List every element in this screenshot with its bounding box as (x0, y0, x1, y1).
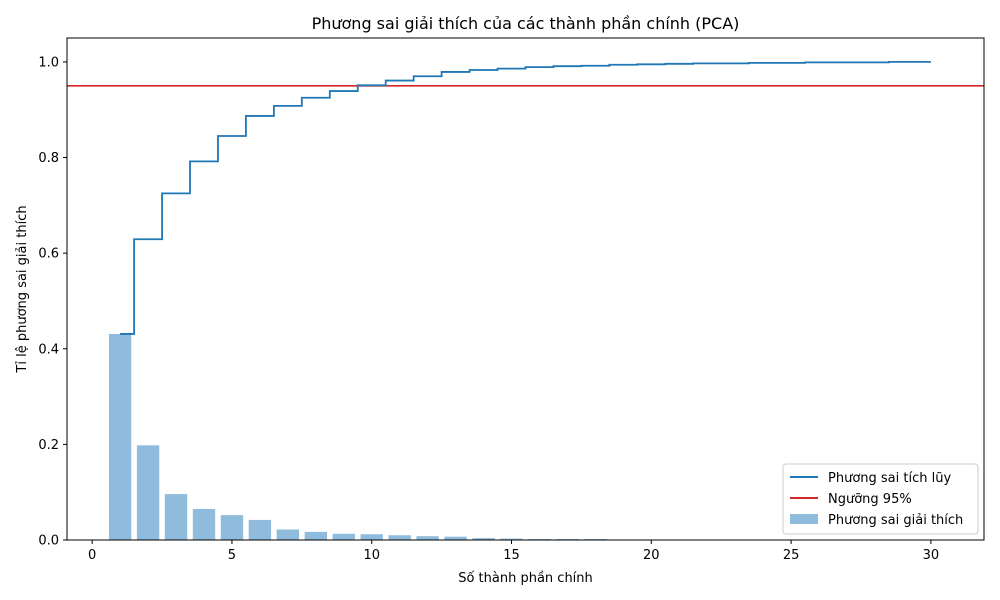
y-tick-label: 1.0 (38, 55, 59, 70)
y-axis-label: Tỉ lệ phương sai giải thích (15, 205, 30, 373)
bar-explained-variance (220, 515, 244, 540)
bar-explained-variance (108, 333, 132, 540)
x-tick-label: 0 (88, 548, 96, 563)
bar-explained-variance (332, 533, 355, 540)
y-axis-ticks: 0.0 0.2 0.4 0.6 0.8 1.0 (38, 55, 67, 549)
bar-explained-variance (192, 508, 216, 540)
y-tick-label: 0.0 (38, 534, 59, 549)
bar-explained-variance (136, 445, 160, 540)
bar-explained-variance (360, 534, 383, 540)
x-tick-label: 25 (783, 548, 800, 563)
y-tick-label: 0.8 (38, 151, 59, 166)
bar-explained-variance (276, 529, 300, 540)
x-tick-label: 30 (923, 548, 940, 563)
bar-explained-variance (472, 538, 495, 540)
y-tick-label: 0.4 (38, 342, 59, 357)
bar-explained-variance (304, 531, 328, 540)
bar-explained-variance (388, 535, 411, 540)
bar-explained-variance (444, 536, 467, 540)
legend-label-cumulative: Phương sai tích lũy (828, 471, 951, 486)
bars-layer (108, 333, 943, 540)
legend-swatch-explained (790, 514, 818, 524)
bar-explained-variance (164, 494, 188, 540)
step-layer (120, 61, 931, 335)
x-tick-label: 20 (643, 548, 660, 563)
x-axis-ticks: 0 5 10 15 20 25 30 (88, 540, 939, 563)
legend-box (782, 463, 979, 535)
cumulative-variance-step (120, 61, 931, 335)
legend-label-explained: Phương sai giải thích (828, 513, 963, 528)
y-tick-label: 0.2 (38, 438, 59, 453)
bar-explained-variance (416, 536, 439, 540)
x-tick-label: 10 (363, 548, 380, 563)
bar-explained-variance (248, 519, 272, 540)
x-tick-label: 5 (228, 548, 236, 563)
chart-title: Phương sai giải thích của các thành phần… (312, 14, 740, 33)
legend-label-threshold: Ngưỡng 95% (828, 492, 912, 507)
x-axis-label: Số thành phần chính (458, 571, 593, 586)
legend: Phương sai tích lũy Ngưỡng 95% Phương sa… (782, 463, 979, 535)
bar-explained-variance (500, 538, 523, 540)
x-tick-label: 15 (503, 548, 520, 563)
y-tick-label: 0.6 (38, 247, 59, 262)
plot-frame (66, 37, 985, 541)
